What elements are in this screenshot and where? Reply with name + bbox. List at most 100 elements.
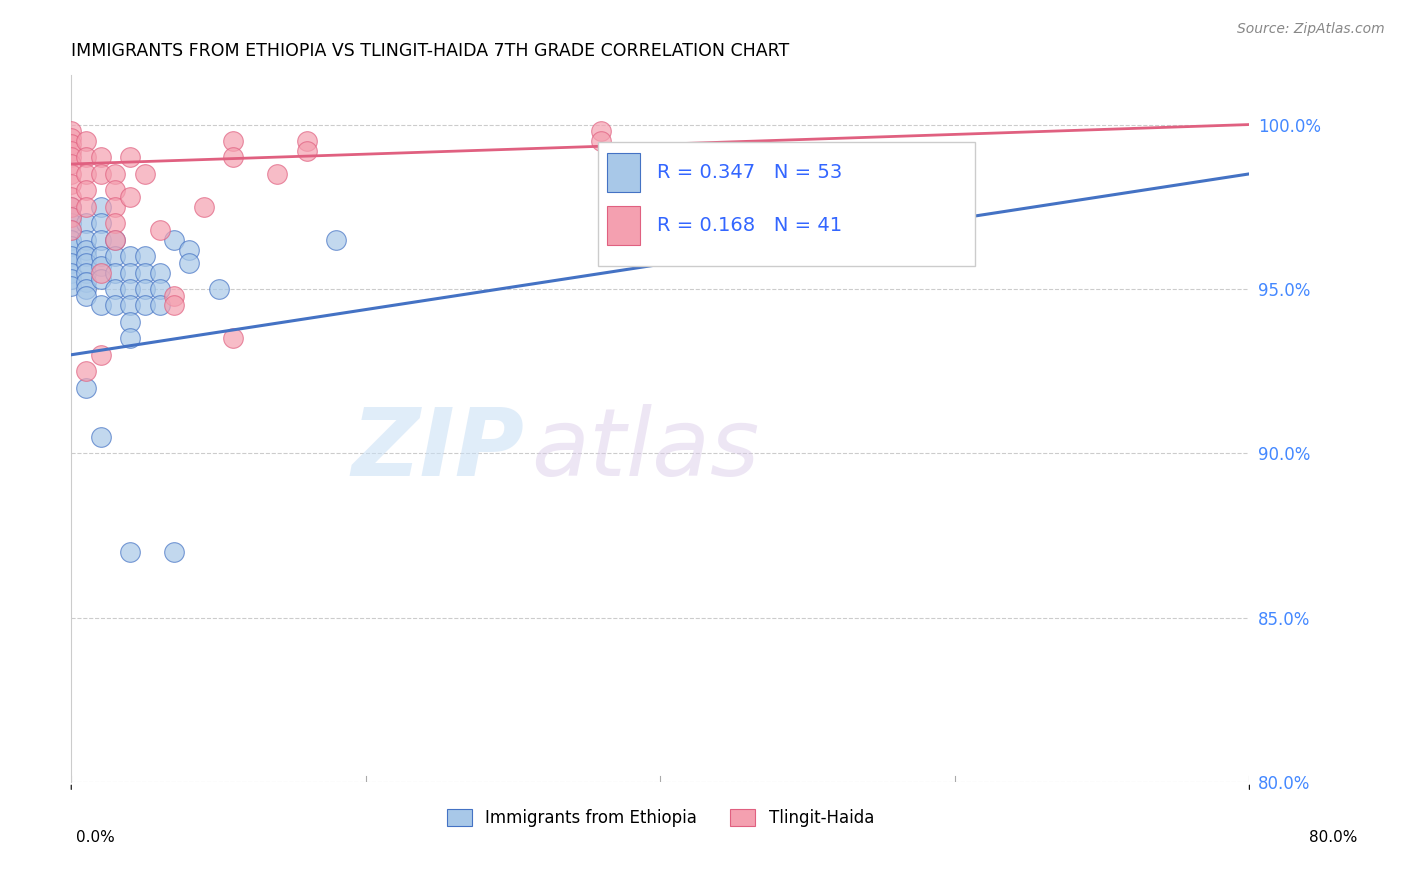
Point [193,200,215,214]
Point [60,167,83,181]
Point [60,144,83,158]
Point [104,216,127,230]
Point [60,137,83,152]
Point [60,239,83,253]
Point [75,216,97,230]
Point [75,288,97,302]
Point [90,216,112,230]
Point [90,249,112,263]
Point [90,298,112,312]
Point [134,266,156,280]
Point [60,266,83,280]
Point [90,167,112,181]
Text: 0.0%: 0.0% [76,830,115,845]
Point [104,266,127,280]
Point [60,200,83,214]
Point [163,545,186,559]
Point [60,130,83,145]
Point [75,381,97,395]
Point [90,348,112,362]
Point [104,282,127,296]
Point [60,216,83,230]
Point [266,167,288,181]
Text: IMMIGRANTS FROM ETHIOPIA VS TLINGIT-HAIDA 7TH GRADE CORRELATION CHART: IMMIGRANTS FROM ETHIOPIA VS TLINGIT-HAID… [72,42,790,60]
Point [104,167,127,181]
Point [104,183,127,197]
Point [149,223,172,237]
Point [75,282,97,296]
Point [120,249,142,263]
Point [60,233,83,247]
Point [104,249,127,263]
Point [60,124,83,138]
Point [120,190,142,204]
Point [75,266,97,280]
Point [75,276,97,290]
Point [60,223,83,237]
Point [134,249,156,263]
Point [90,200,112,214]
Point [104,200,127,214]
Text: Source: ZipAtlas.com: Source: ZipAtlas.com [1237,22,1385,37]
Point [134,282,156,296]
Point [75,249,97,263]
Point [295,134,318,148]
Text: atlas: atlas [530,404,759,495]
Point [120,298,142,312]
Point [104,298,127,312]
Point [104,233,127,247]
Point [90,272,112,286]
Point [60,255,83,269]
Point [60,200,83,214]
Point [75,183,97,197]
Text: 80.0%: 80.0% [1309,830,1357,845]
Point [149,298,172,312]
Point [60,249,83,263]
Text: ZIP: ZIP [352,404,524,496]
Point [134,298,156,312]
Point [60,223,83,237]
Point [120,545,142,559]
Point [222,150,245,164]
Point [60,157,83,171]
Point [591,134,613,148]
Point [295,144,318,158]
Point [60,210,83,224]
Point [163,298,186,312]
Point [60,278,83,293]
Point [75,150,97,164]
Point [75,255,97,269]
Point [591,124,613,138]
Point [222,134,245,148]
Point [90,430,112,444]
Point [207,282,229,296]
Bar [607,206,640,245]
Point [90,259,112,273]
Point [75,243,97,257]
Point [104,233,127,247]
FancyBboxPatch shape [598,143,974,266]
Point [177,243,200,257]
Point [149,282,172,296]
Point [75,200,97,214]
Point [60,190,83,204]
Point [120,266,142,280]
Text: R = 0.168   N = 41: R = 0.168 N = 41 [657,216,842,235]
Legend: Immigrants from Ethiopia, Tlingit-Haida: Immigrants from Ethiopia, Tlingit-Haida [440,803,880,834]
Point [75,364,97,378]
Point [75,167,97,181]
Point [177,255,200,269]
Bar [607,153,640,192]
Point [149,266,172,280]
Point [90,233,112,247]
Point [75,233,97,247]
Point [60,210,83,224]
Point [325,233,347,247]
Point [60,177,83,191]
Point [90,150,112,164]
Point [120,331,142,345]
Point [222,331,245,345]
Point [120,282,142,296]
Point [134,167,156,181]
Point [120,315,142,329]
